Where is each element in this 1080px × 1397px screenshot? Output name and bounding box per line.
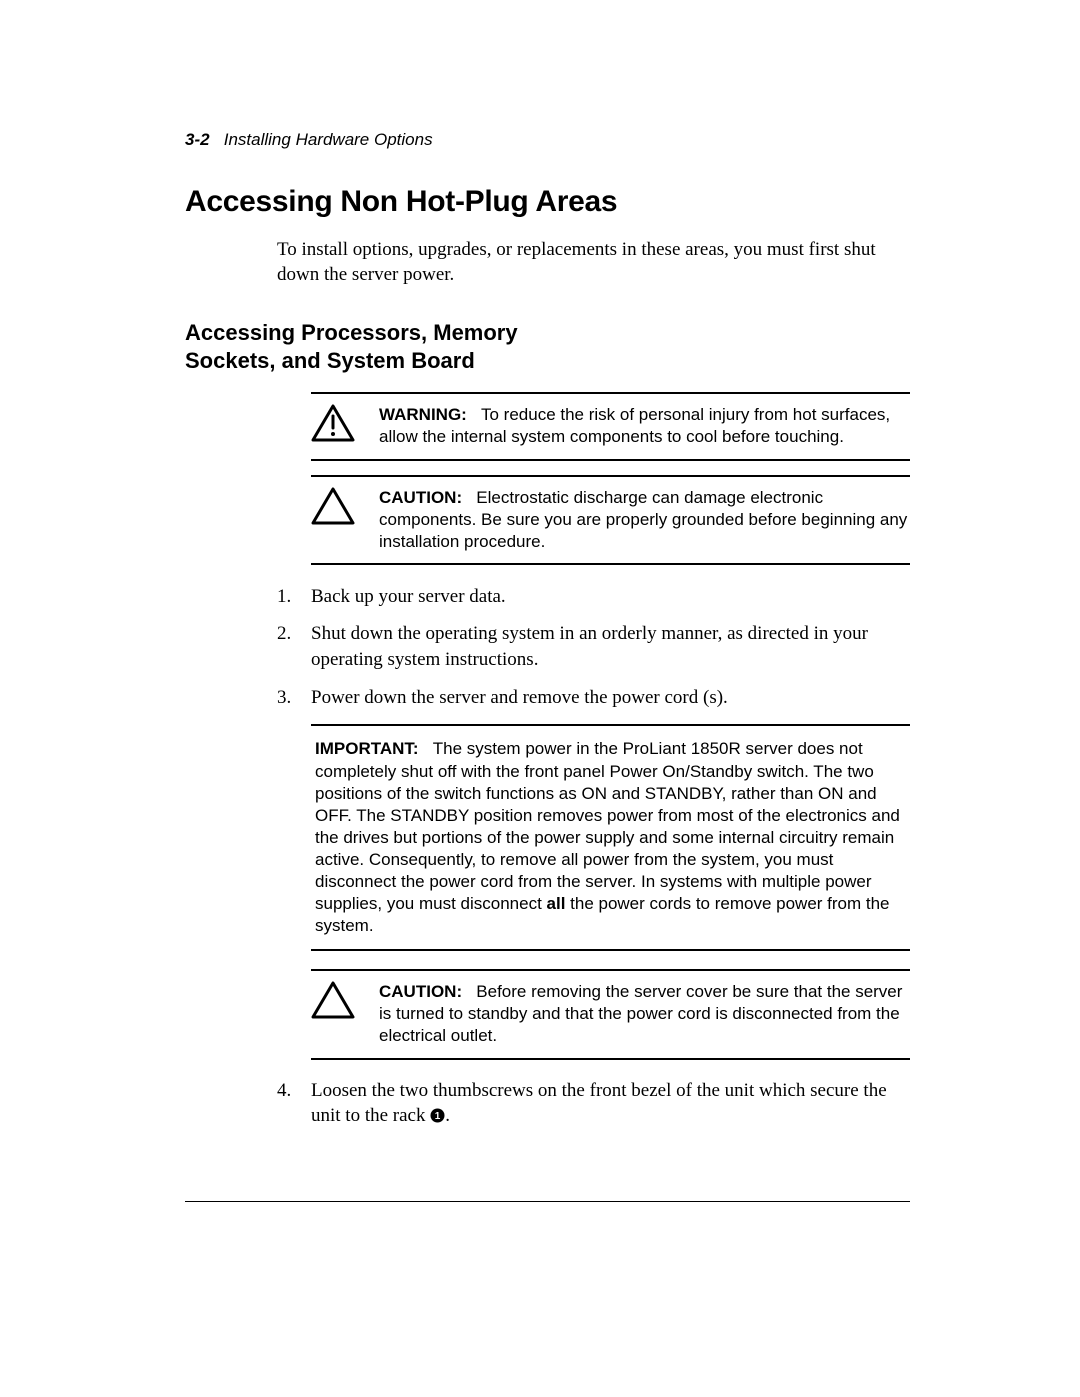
chapter-title: Installing Hardware Options xyxy=(224,130,433,149)
caution-2-text: CAUTION: Before removing the server cove… xyxy=(379,981,910,1047)
footer-rule xyxy=(185,1201,910,1202)
running-header: 3-2 Installing Hardware Options xyxy=(185,130,910,150)
important-callout: IMPORTANT: The system power in the ProLi… xyxy=(311,724,910,951)
step-4-text-b: . xyxy=(445,1105,450,1126)
step-2: Shut down the operating system in an ord… xyxy=(311,621,910,672)
svg-text:1: 1 xyxy=(435,1111,441,1122)
caution-2-label: CAUTION: xyxy=(379,982,462,1001)
warning-label: WARNING: xyxy=(379,405,467,424)
important-bold: all xyxy=(547,894,566,913)
warning-text: WARNING: To reduce the risk of personal … xyxy=(379,404,910,448)
warning-icon xyxy=(311,404,355,442)
step-4: Loosen the two thumbscrews on the front … xyxy=(311,1078,910,1131)
heading-2: Accessing Processors, Memory Sockets, an… xyxy=(185,319,605,374)
page: 3-2 Installing Hardware Options Accessin… xyxy=(0,0,1080,1397)
step-3: Power down the server and remove the pow… xyxy=(311,685,910,1060)
caution-1-label: CAUTION: xyxy=(379,488,462,507)
intro-paragraph: To install options, upgrades, or replace… xyxy=(277,238,910,287)
warning-callout: WARNING: To reduce the risk of personal … xyxy=(311,392,910,460)
important-label: IMPORTANT: xyxy=(315,739,419,758)
caution-icon xyxy=(311,487,355,525)
caution-icon xyxy=(311,981,355,1019)
caution-1-text: CAUTION: Electrostatic discharge can dam… xyxy=(379,487,910,553)
step-4-text-a: Loosen the two thumbscrews on the front … xyxy=(311,1080,887,1127)
page-number: 3-2 xyxy=(185,130,210,149)
reference-marker-1-icon: 1 xyxy=(430,1105,445,1131)
caution-callout-1: CAUTION: Electrostatic discharge can dam… xyxy=(311,475,910,565)
step-list: Back up your server data. Shut down the … xyxy=(277,584,910,1131)
important-text-a: The system power in the ProLiant 1850R s… xyxy=(315,739,900,913)
step-1: Back up your server data. xyxy=(311,584,910,610)
heading-1: Accessing Non Hot-Plug Areas xyxy=(185,185,910,219)
step-3-text: Power down the server and remove the pow… xyxy=(311,687,728,708)
caution-callout-2: CAUTION: Before removing the server cove… xyxy=(311,969,910,1059)
